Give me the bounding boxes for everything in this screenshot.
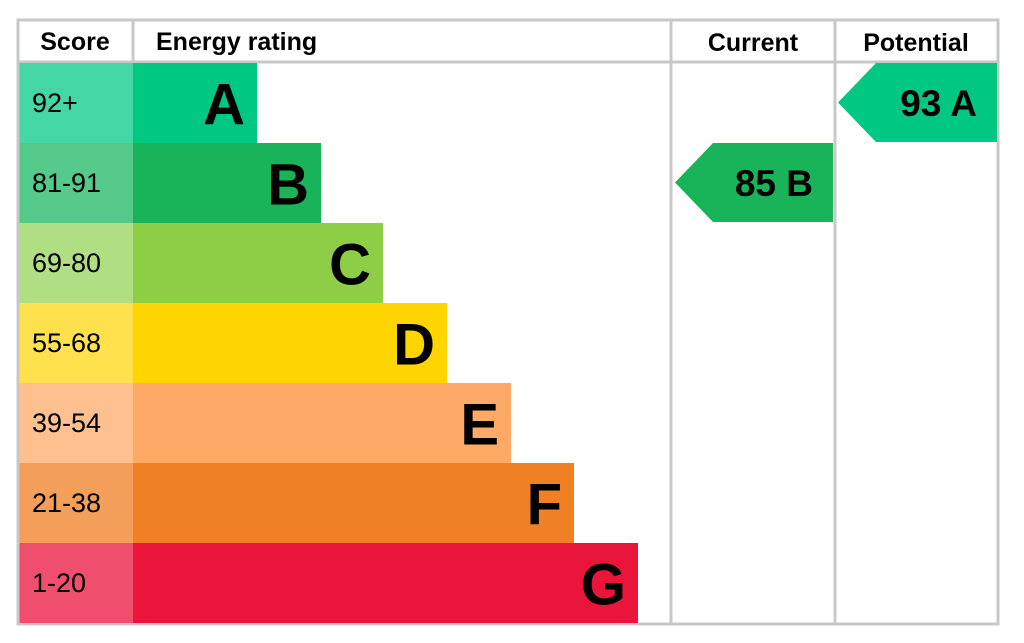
band-letter: F [527, 473, 562, 538]
header: Potential [863, 29, 969, 57]
band-letter: A [203, 73, 245, 138]
score-cell [19, 463, 133, 543]
band-letter: C [329, 233, 371, 298]
score-cell [19, 383, 133, 463]
score-cell [19, 223, 133, 303]
band-score: 69-80 [32, 248, 101, 278]
score-cell [19, 63, 133, 143]
header: Current [708, 29, 799, 57]
current-label: 85 B [735, 163, 813, 204]
band-score: 92+ [32, 88, 78, 118]
current-arrow [675, 143, 833, 222]
score-cell [19, 143, 133, 223]
header: Score [40, 28, 110, 56]
header: Energy rating [156, 28, 317, 56]
band-bar [133, 143, 321, 223]
band-letter: E [460, 393, 499, 458]
band-bar [133, 463, 574, 543]
band-score: 21-38 [32, 488, 101, 518]
band-score: 1-20 [32, 568, 86, 598]
band-score: 81-91 [32, 168, 101, 198]
potential-label: 93 A [900, 83, 977, 124]
potential-arrow [838, 63, 997, 142]
band-letter: D [393, 313, 435, 378]
band-bar [133, 303, 447, 383]
band-letter: G [581, 553, 626, 618]
band-bar [133, 63, 257, 143]
band-bar [133, 223, 383, 303]
score-cell [19, 303, 133, 383]
band-score: 55-68 [32, 328, 101, 358]
frame [16, 18, 1000, 626]
band-letter: B [267, 153, 309, 218]
band-bar [133, 383, 511, 463]
band-score: 39-54 [32, 408, 101, 438]
score-cell [19, 543, 133, 623]
band-bar [133, 543, 638, 623]
